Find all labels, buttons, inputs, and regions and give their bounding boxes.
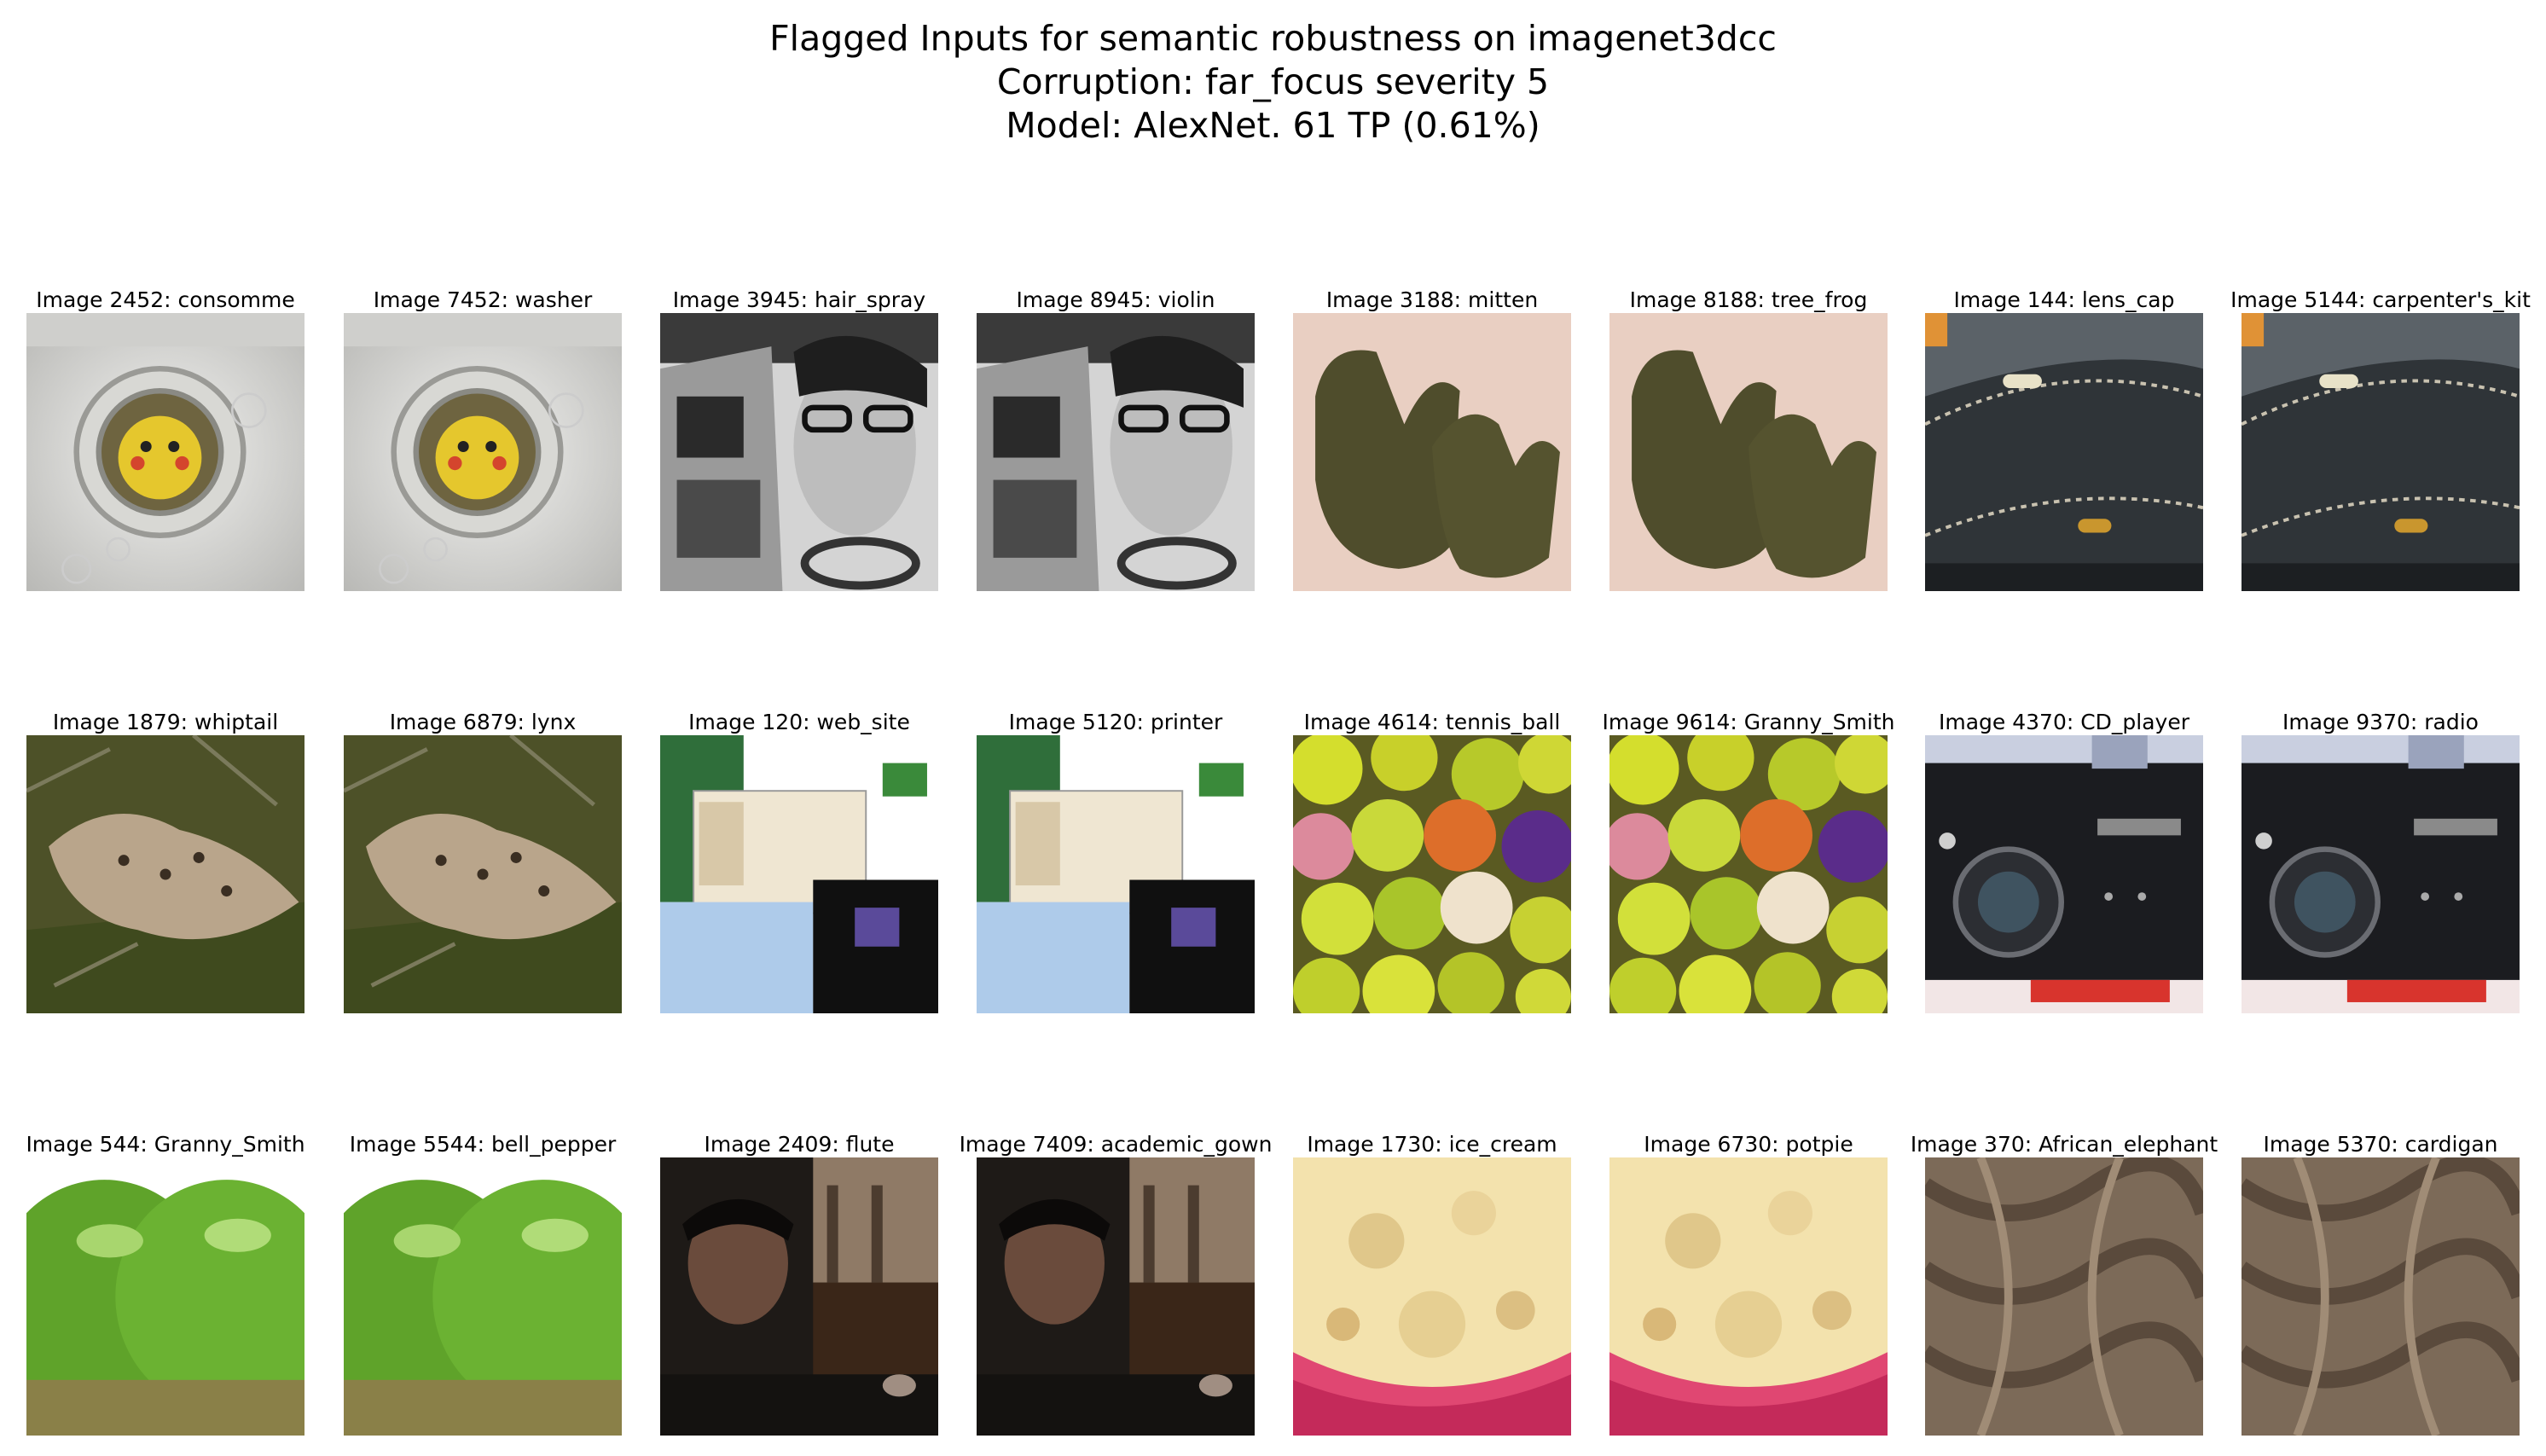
image-caption: Image 120: web_site — [688, 710, 910, 734]
image-thumbnail — [1925, 1157, 2203, 1436]
image-thumbnail — [977, 735, 1255, 1013]
image-caption: Image 2409: flute — [704, 1132, 895, 1157]
image-thumbnail — [1925, 313, 2203, 591]
image-caption: Image 5544: bell_pepper — [349, 1132, 617, 1157]
image-caption: Image 3188: mitten — [1325, 287, 1539, 312]
image-caption: Image 6879: lynx — [389, 710, 577, 734]
image-caption: Image 3945: hair_spray — [672, 287, 926, 312]
image-thumbnail — [344, 1157, 622, 1436]
image-caption: Image 5120: printer — [1008, 710, 1223, 734]
image-thumbnail — [660, 313, 938, 591]
image-caption: Image 2452: consomme — [36, 287, 295, 312]
image-thumbnail — [2242, 313, 2520, 591]
title-line-2: Corruption: far_focus severity 5 — [996, 61, 1550, 102]
image-caption: Image 1730: ice_cream — [1307, 1132, 1557, 1157]
image-thumbnail — [344, 735, 622, 1013]
image-thumbnail — [2242, 735, 2520, 1013]
image-thumbnail — [26, 313, 304, 591]
image-caption: Image 370: African_elephant — [1910, 1132, 2218, 1157]
image-thumbnail — [977, 313, 1255, 591]
image-thumbnail — [1293, 735, 1571, 1013]
image-thumbnail — [660, 1157, 938, 1436]
image-thumbnail — [1609, 313, 1888, 591]
image-thumbnail — [26, 735, 304, 1013]
image-thumbnail — [1609, 735, 1888, 1013]
image-thumbnail — [977, 1157, 1255, 1436]
image-caption: Image 8188: tree_frog — [1629, 287, 1868, 312]
image-thumbnail — [1925, 735, 2203, 1013]
image-thumbnail — [344, 313, 622, 591]
image-thumbnail — [660, 735, 938, 1013]
figure-title: Flagged Inputs for semantic robustness o… — [0, 17, 2546, 148]
image-caption: Image 5144: carpenter's_kit — [2230, 287, 2531, 312]
image-caption: Image 5370: cardigan — [2263, 1132, 2498, 1157]
image-caption: Image 7409: academic_gown — [959, 1132, 1273, 1157]
image-caption: Image 144: lens_cap — [1953, 287, 2175, 312]
image-caption: Image 9370: radio — [2282, 710, 2479, 734]
image-caption: Image 4370: CD_player — [1938, 710, 2190, 734]
image-caption: Image 8945: violin — [1016, 287, 1215, 312]
title-line-3: Model: AlexNet. 61 TP (0.61%) — [1006, 105, 1540, 146]
image-thumbnail — [2242, 1157, 2520, 1436]
image-thumbnail — [1609, 1157, 1888, 1436]
image-thumbnail — [26, 1157, 304, 1436]
image-caption: Image 1879: whiptail — [52, 710, 279, 734]
title-line-1: Flagged Inputs for semantic robustness o… — [769, 18, 1777, 59]
image-caption: Image 6730: potpie — [1644, 1132, 1853, 1157]
image-caption: Image 9614: Granny_Smith — [1602, 710, 1895, 734]
image-caption: Image 544: Granny_Smith — [26, 1132, 305, 1157]
image-thumbnail — [1293, 313, 1571, 591]
image-caption: Image 4614: tennis_ball — [1303, 710, 1561, 734]
image-thumbnail — [1293, 1157, 1571, 1436]
image-caption: Image 7452: washer — [373, 287, 593, 312]
